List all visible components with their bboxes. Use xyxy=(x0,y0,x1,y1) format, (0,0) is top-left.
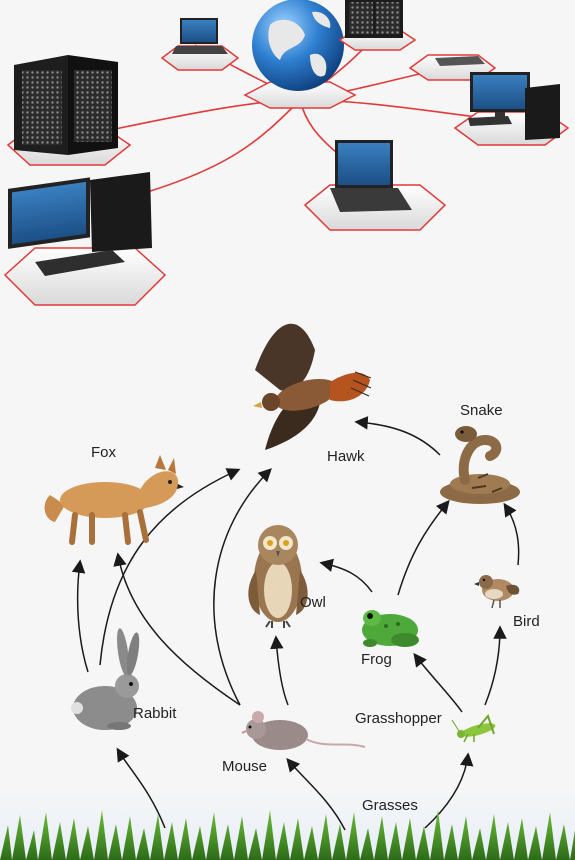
hawk-icon xyxy=(253,323,372,450)
network-illustration xyxy=(3,0,570,306)
label-owl: Owl xyxy=(300,594,326,611)
arrow-grasshopper-to-frog xyxy=(413,652,463,713)
laptop-icon xyxy=(160,18,240,71)
arrow-grasses-to-rabbit xyxy=(116,747,166,829)
label-rabbit: Rabbit xyxy=(133,705,177,722)
owl-icon xyxy=(248,525,308,628)
desktop-computer-icon xyxy=(453,72,570,146)
arrow-rabbit-to-fox xyxy=(71,559,89,673)
snake-icon xyxy=(440,426,520,504)
arrow-grasses-to-mouse xyxy=(286,757,346,831)
laptop-icon xyxy=(408,54,497,81)
label-grasshopper: Grasshopper xyxy=(355,710,442,727)
arrow-mouse-to-fox xyxy=(113,552,241,706)
server-icon xyxy=(338,0,417,51)
label-bird: Bird xyxy=(513,613,540,630)
laptop-icon xyxy=(303,140,447,231)
grass-icon xyxy=(0,810,575,860)
fox-icon xyxy=(44,455,184,545)
globe-hub xyxy=(243,0,357,109)
server-icon xyxy=(6,55,132,166)
arrow-grasshopper-to-bird xyxy=(484,625,507,706)
arrow-grasses-to-grasshopper xyxy=(424,752,474,829)
arrow-snake-to-hawk xyxy=(354,416,441,456)
grasshopper-icon xyxy=(451,713,496,743)
food-web-arrows xyxy=(71,416,520,831)
arrow-bird-to-snake xyxy=(503,502,520,566)
arrow-rabbit-to-hawk xyxy=(99,468,241,666)
rabbit-icon xyxy=(71,628,140,730)
arrow-frog-to-owl xyxy=(319,558,373,593)
frog-icon xyxy=(362,610,419,647)
desktop-computer-icon xyxy=(3,172,167,306)
label-snake: Snake xyxy=(460,402,503,419)
label-hawk: Hawk xyxy=(327,448,365,465)
label-fox: Fox xyxy=(91,444,117,461)
arrow-frog-to-snake xyxy=(397,499,450,596)
label-mouse: Mouse xyxy=(222,758,268,775)
bird-icon xyxy=(474,575,520,609)
label-frog: Frog xyxy=(361,651,392,668)
arrow-mouse-to-owl xyxy=(270,635,289,706)
globe-icon xyxy=(252,0,344,91)
label-grasses: Grasses xyxy=(362,797,418,814)
arrow-mouse-to-hawk xyxy=(213,468,272,706)
mouse-icon xyxy=(241,711,366,750)
